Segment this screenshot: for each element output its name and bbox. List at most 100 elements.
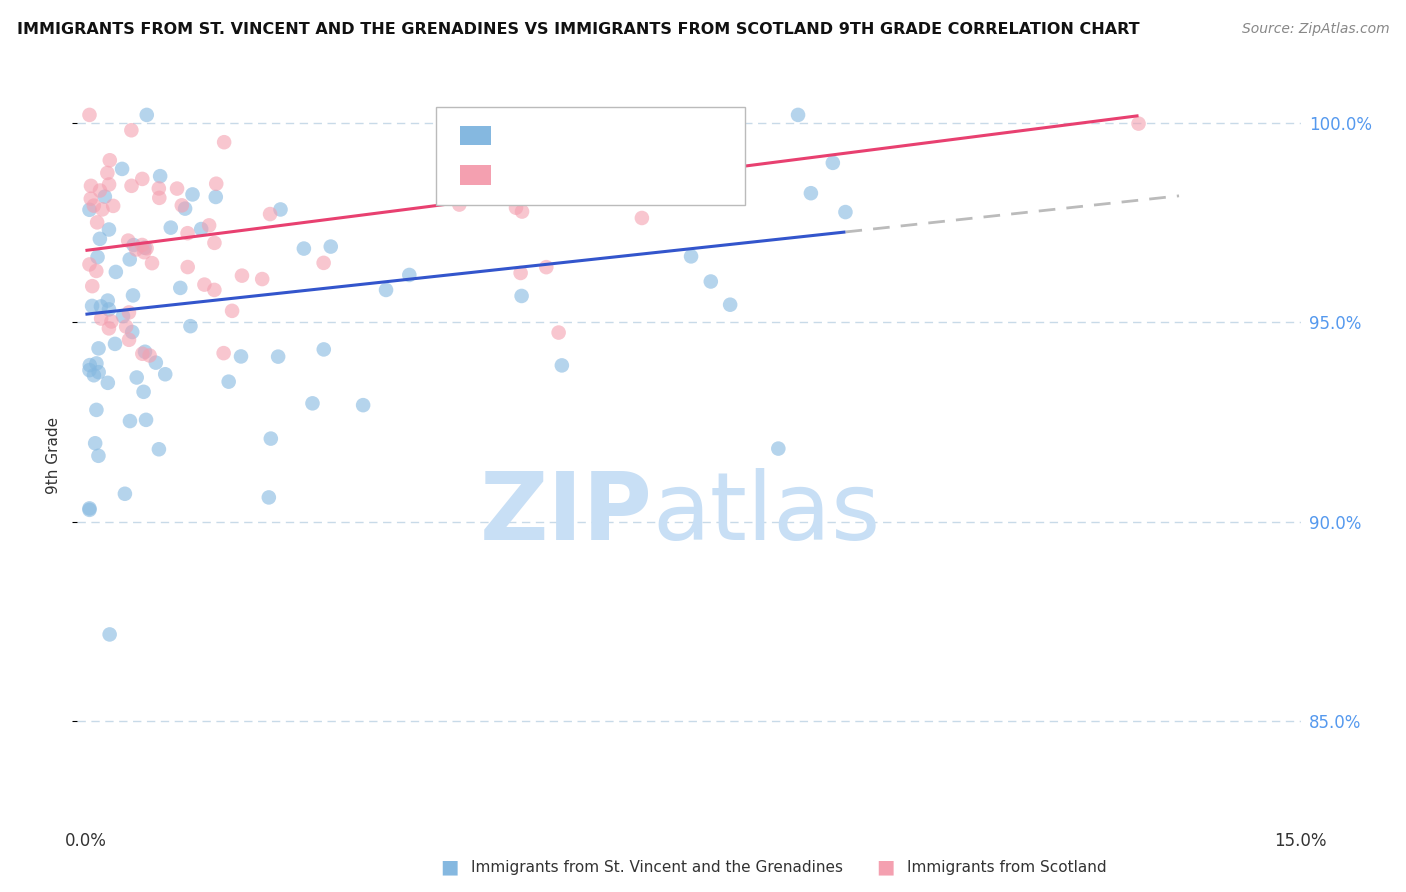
Point [97,321,120,335]
Point [319,239,342,253]
Point [166,181,188,195]
Point [86,250,108,264]
Point [89,184,111,198]
Point [97,222,120,236]
Point [79,501,101,516]
Point [118,333,141,347]
Point [131,347,153,361]
Point [82,279,104,293]
Point [98,178,121,192]
Point [631,211,654,225]
Point [149,169,172,183]
Text: atlas: atlas [652,468,880,560]
Point [131,238,153,252]
Point [104,265,127,279]
Point [352,398,374,412]
Point [768,442,790,456]
Point [505,201,527,215]
Point [118,252,141,267]
Point [536,260,558,274]
Text: N =: N = [593,167,645,185]
Point [174,202,197,216]
Point [509,266,531,280]
Point [267,350,290,364]
Point [83,199,105,213]
Text: 0.321: 0.321 [544,128,600,145]
Text: 63: 63 [643,167,668,185]
Point [94,189,117,203]
Point [398,268,420,282]
Point [90,311,112,326]
Point [312,256,335,270]
Point [134,344,156,359]
Point [678,145,700,160]
Point [145,356,167,370]
Point [96,166,118,180]
Point [79,202,101,217]
Point [91,202,114,217]
Point [117,234,139,248]
Point [218,375,240,389]
Point [122,238,145,252]
Point [449,197,471,211]
Point [84,264,107,278]
Point [132,384,155,399]
Point [87,365,110,379]
Point [484,110,506,124]
Point [100,314,122,328]
Point [98,627,121,641]
Point [122,288,145,302]
Text: Immigrants from St. Vincent and the Grenadines: Immigrants from St. Vincent and the Gren… [471,860,844,874]
Point [212,346,235,360]
Point [181,187,204,202]
Point [198,219,221,233]
Text: N =: N = [593,128,645,145]
Point [89,232,111,246]
Point [800,186,823,201]
Point [114,487,136,501]
Point [80,192,103,206]
Point [86,215,108,229]
Point [589,174,612,188]
Point [190,222,212,236]
Point [111,161,134,176]
Point [138,349,160,363]
Point [97,376,120,390]
Point [80,299,103,313]
Text: ■: ■ [440,857,460,877]
Point [79,257,101,271]
Point [681,249,703,263]
Point [221,303,243,318]
Point [121,178,143,193]
Point [250,272,273,286]
Point [170,198,193,212]
Point [568,189,591,203]
Point [86,403,108,417]
Text: R =: R = [502,167,541,185]
Point [292,242,315,256]
Point [1128,117,1150,131]
Point [202,283,225,297]
Point [87,449,110,463]
Point [312,343,335,357]
Text: Source: ZipAtlas.com: Source: ZipAtlas.com [1241,22,1389,37]
Text: Immigrants from Scotland: Immigrants from Scotland [907,860,1107,874]
Point [257,491,280,505]
Point [259,207,281,221]
Point [176,226,198,240]
Point [79,503,101,517]
Point [90,300,112,314]
Point [301,396,323,410]
Point [141,256,163,270]
Point [121,325,143,339]
Y-axis label: 9th Grade: 9th Grade [45,417,60,494]
Text: 0.495: 0.495 [544,167,600,185]
Point [104,337,127,351]
Point [229,350,252,364]
Point [231,268,253,283]
Point [270,202,292,217]
Point [821,156,844,170]
Point [111,309,134,323]
Point [204,235,226,250]
Point [134,241,156,255]
